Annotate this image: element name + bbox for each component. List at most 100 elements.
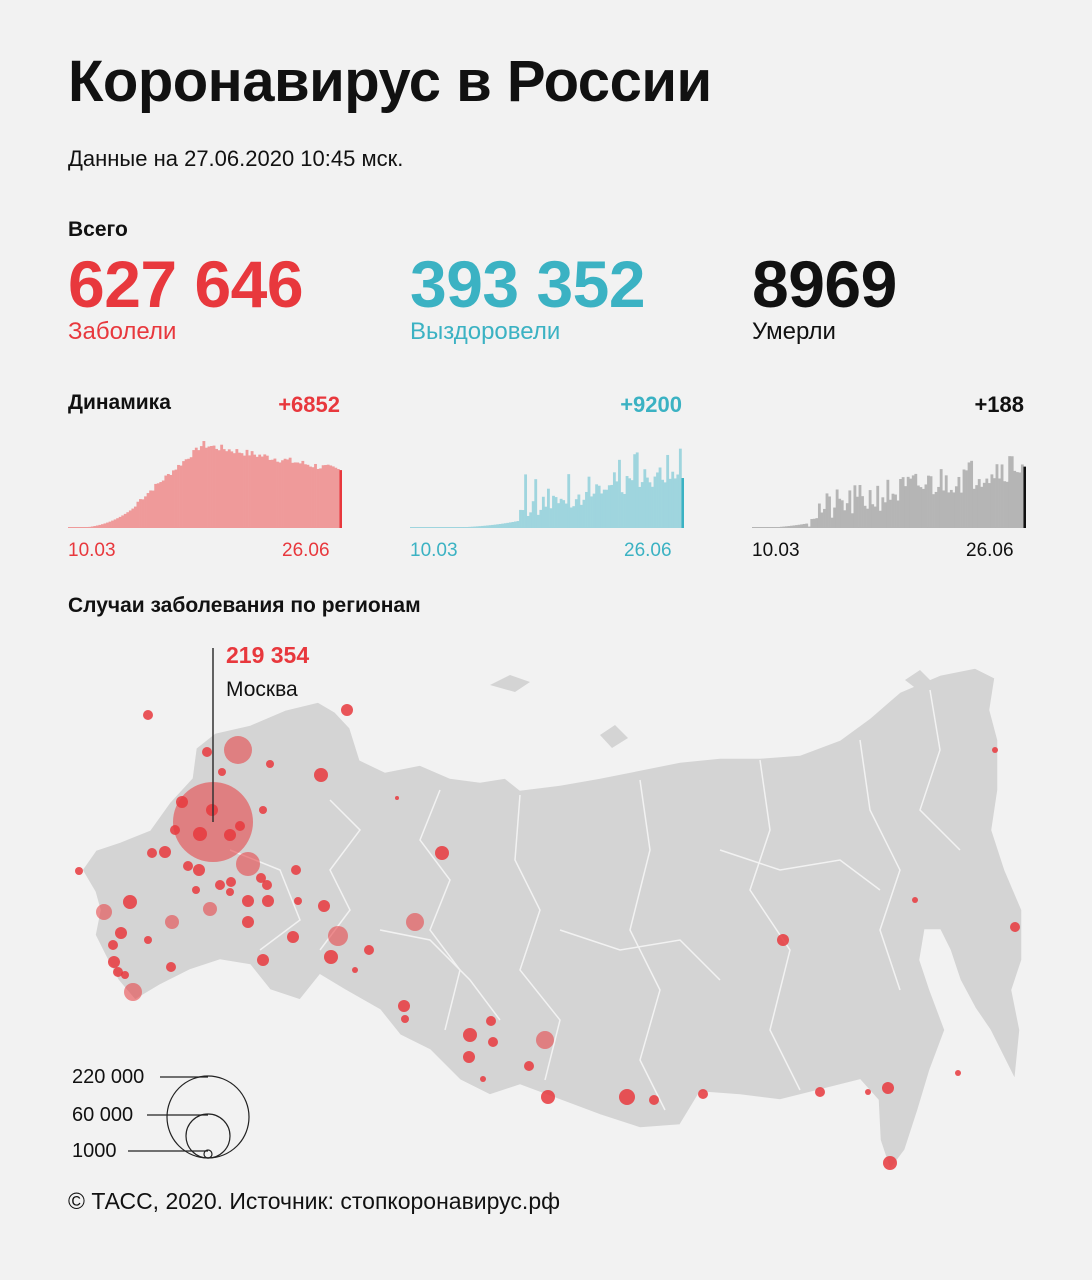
sparkline-bar [215,448,218,528]
sparkline-bar [628,478,632,528]
data-timestamp: Данные на 27.06.2020 10:45 мск. [68,146,404,171]
sparkline-bar [508,522,512,528]
sparkline-bar [605,489,609,528]
sparkline-bar [309,466,312,528]
sparkline-bar [98,524,102,528]
sparkline-bar [757,527,760,528]
sparkline-bar [795,525,798,528]
sparkline-bar [643,469,647,528]
sparkline-bar [815,518,819,528]
sparkline-bar [442,527,446,528]
sparkline-bar [519,509,522,528]
sparkline-bar [549,508,553,528]
sparkline-bar [645,477,649,528]
moscow-label: Москва [226,678,298,701]
sparkline-bar [222,449,226,528]
deaths-label: Умерли [752,318,836,345]
sparkline-bar [113,519,117,528]
sparkline-bar [326,464,330,528]
sparkline-bar [265,455,269,528]
recovered-total: 393 352 [410,247,646,321]
russia-landmass [81,667,1023,1172]
sparkline-bar [962,469,966,528]
sparkline-bar [491,524,495,528]
sparkline-bar [541,496,545,528]
cases-label: Заболели [68,318,177,345]
page-title: Коронавирус в России [68,49,712,114]
sparkline-bar [1013,470,1017,528]
sparkline-bar [410,527,413,528]
sparkline-bar [172,470,175,528]
sparkline-bar [268,459,272,528]
sparkline-bar [929,476,933,528]
sparkline-bar [458,527,462,528]
sparkline-bar [957,476,961,528]
sparkline-bar [184,459,188,528]
sparkline-bar [139,499,142,528]
sparkline-bar [88,526,92,528]
sparkline-bar [270,459,274,528]
sparkline-bar [1005,481,1009,528]
legend-value-small: 1000 [72,1140,117,1162]
sparkline-bar [990,474,994,528]
sparkline-bar [993,478,996,528]
sparkline-bar [1020,464,1024,528]
sparkline-bar [250,451,254,528]
cases-sparkline [68,441,342,528]
sparkline-bar [78,527,81,528]
sparkline-bar [141,499,145,528]
sparkline-bar [998,478,1001,528]
sparkline-bar [481,525,484,528]
sparkline-bar [891,493,895,528]
sparkline-bar [220,444,224,528]
sparkline-bar [93,526,97,528]
sparkline-bar [754,527,758,528]
sparkline-bar [126,512,130,528]
sparkline-bar [671,471,675,528]
sparkline-bar [567,474,571,528]
sparkline-bar [303,464,307,528]
sparkline-bar [982,482,986,528]
sparkline-bar [889,499,892,528]
sparkline-bar [422,527,426,528]
sparkline-bar [526,515,530,528]
sparkline-bar [501,523,505,528]
sparkline-bar [1003,481,1007,528]
sparkline-bar [321,465,325,528]
sparkline-bar [336,468,340,528]
deaths-total: 8969 [752,247,897,321]
sparkline-bar [243,455,246,528]
source-footer: © ТАСС, 2020. Источник: стопкоронавирус.… [68,1188,561,1214]
sparkline-bar [131,508,135,528]
sparkline-bar [833,507,837,528]
sparkline-bar [812,518,816,528]
sparkline-bar [90,526,94,528]
sparkline-bar [625,476,629,528]
sparkline-bar [612,472,616,528]
sparkline-bar [656,472,659,528]
sparkline-bar [161,480,165,528]
sparkline-bar [853,485,857,528]
sparkline-bar [919,487,923,528]
sparkline-bar [465,527,469,528]
sparkline-bar [673,478,677,528]
recovered-start-date: 10.03 [410,540,458,561]
sparkline-bar [572,506,576,528]
sparkline-bar [886,479,890,528]
sparkline-bar [676,474,680,528]
sparkline-bar [103,523,107,528]
sparkline-bar [286,459,290,528]
size-legend [128,1075,250,1159]
sparkline-bar [460,527,464,528]
sparkline-bar [618,459,621,528]
sparkline-bar [111,520,114,528]
deaths-delta: +188 [974,392,1024,417]
sparkline-bar [432,527,436,528]
sparkline-bar [595,484,599,528]
sparkline-bar [123,513,127,528]
sparkline-bar [653,476,657,528]
sparkline-bar [602,489,606,528]
sparkline-bar [311,467,315,528]
sparkline-bar [980,486,984,528]
sparkline-bar [585,491,588,528]
